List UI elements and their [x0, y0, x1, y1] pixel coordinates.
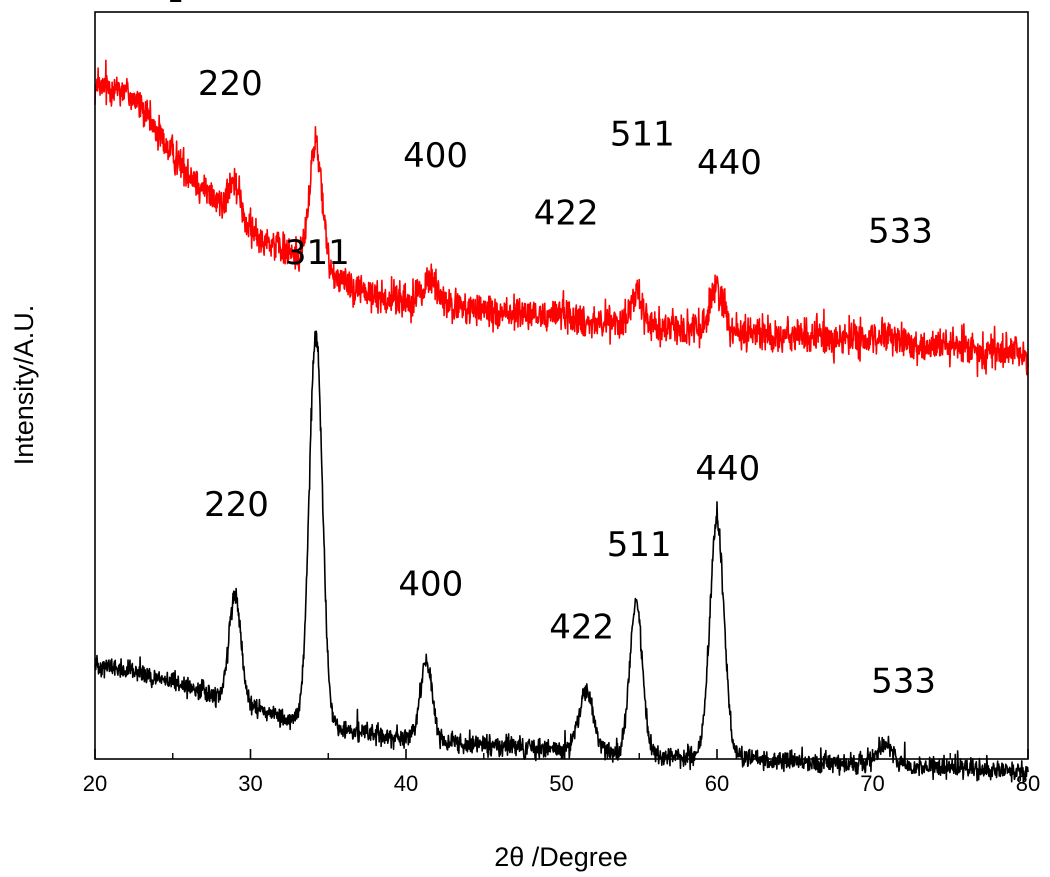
peak-label: 220 — [204, 485, 269, 525]
x-axis: 20 30 40 50 60 70 80 — [83, 749, 1040, 796]
peak-label: 533 — [868, 212, 933, 252]
peak-label: 511 — [607, 525, 672, 565]
peak-label: 220 — [198, 64, 263, 104]
y-axis-title: Intensity/A.U. — [9, 305, 39, 466]
x-tick-label: 80 — [1016, 771, 1040, 796]
peak-label-subscript: 2 — [168, 0, 183, 8]
x-tick-label: 60 — [705, 771, 729, 796]
x-tick-label: 20 — [83, 771, 107, 796]
peak-label: 400 — [403, 136, 468, 176]
x-tick-label: 30 — [238, 771, 262, 796]
x-tick-label: 40 — [394, 771, 418, 796]
peak-label: 440 — [697, 143, 762, 183]
peak-label: 400 — [398, 564, 463, 604]
peak-label: 422 — [534, 194, 599, 234]
peak-label: 511 — [610, 114, 675, 154]
black-pattern-line — [94, 330, 1029, 785]
peak-label: 533 — [871, 662, 936, 702]
x-axis-title: 2θ /Degree — [494, 842, 628, 872]
series-layer — [94, 59, 1029, 785]
x-tick-label: 70 — [860, 771, 884, 796]
peak-label: 440 — [695, 449, 760, 489]
x-tick-label: 50 — [549, 771, 573, 796]
peak-label: 422 — [549, 608, 614, 648]
peak-label: 311 — [285, 233, 350, 273]
red-pattern-line — [94, 59, 1029, 378]
